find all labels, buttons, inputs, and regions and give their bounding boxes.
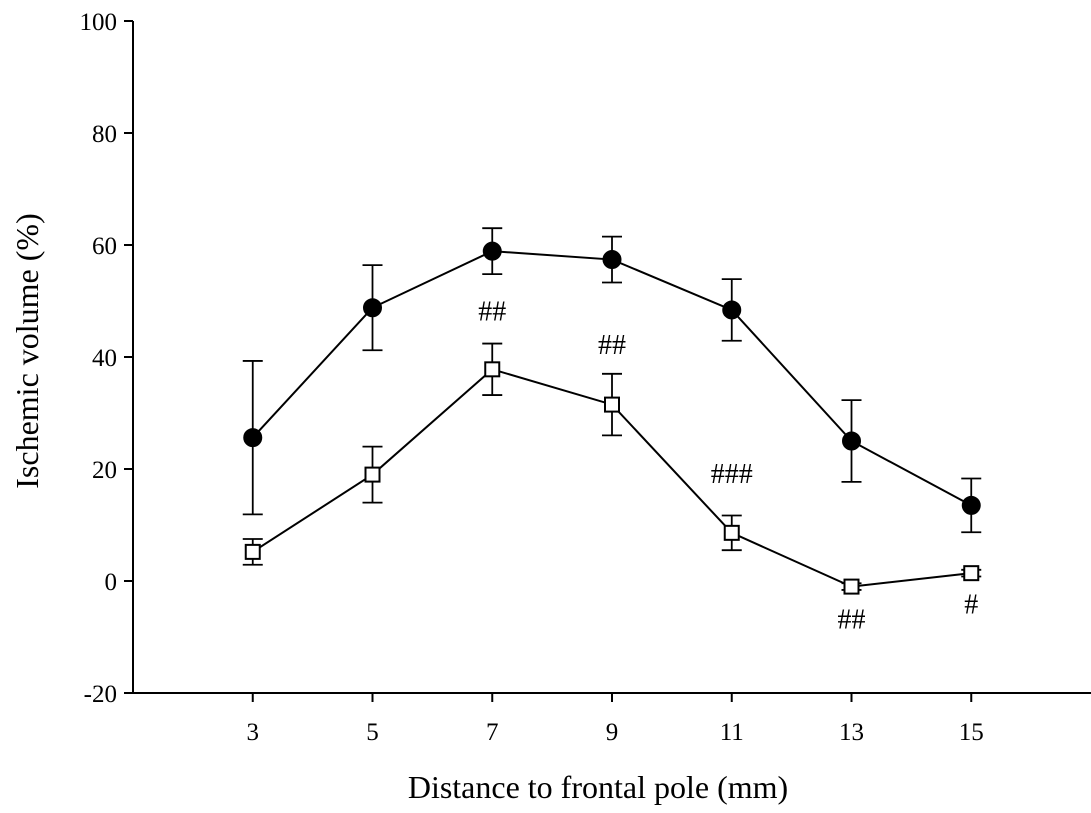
series-1 [242, 227, 982, 534]
y-tick-label: 0 [105, 569, 118, 596]
annotation: ## [598, 330, 626, 361]
y-tick-label: 40 [92, 345, 117, 372]
data-point [602, 250, 622, 270]
data-point [484, 361, 501, 378]
data-point [604, 396, 620, 413]
data-point [363, 298, 382, 318]
data-point [364, 466, 381, 483]
y-axis-title: Ischemic volume (%) [9, 213, 45, 488]
y-tick-label: 60 [92, 233, 117, 260]
data-point [723, 524, 740, 541]
y-tick-label: 100 [80, 9, 118, 36]
series-2 [242, 342, 982, 595]
x-tick-label: 11 [720, 719, 744, 746]
x-tick-label: 5 [366, 719, 379, 746]
annotation: ## [478, 297, 506, 328]
x-tick-label: 15 [959, 719, 984, 746]
x-axis-title: Distance to frontal pole (mm) [408, 769, 788, 805]
data-point [842, 431, 861, 451]
data-point [961, 495, 981, 515]
x-tick-label: 9 [606, 719, 619, 746]
series-layer [242, 227, 982, 595]
data-point [722, 300, 742, 320]
annotation: ## [838, 605, 866, 636]
annotation: # [964, 589, 978, 620]
data-point [843, 578, 860, 595]
annotations: ######### # [478, 297, 978, 636]
y-tick-label: 80 [92, 121, 117, 148]
y-tick-label: 20 [92, 457, 117, 484]
y-tick-label: -20 [84, 681, 117, 708]
data-point [243, 428, 263, 448]
data-point [482, 241, 502, 261]
data-point [963, 565, 980, 582]
ticks: -20 0 20 40 60 80 100 3 5 7 9 11 13 15 [80, 9, 984, 746]
x-tick-label: 3 [247, 719, 260, 746]
data-point [244, 543, 261, 560]
annotation: ### [711, 459, 753, 490]
x-tick-label: 13 [839, 719, 864, 746]
x-tick-label: 7 [486, 719, 499, 746]
